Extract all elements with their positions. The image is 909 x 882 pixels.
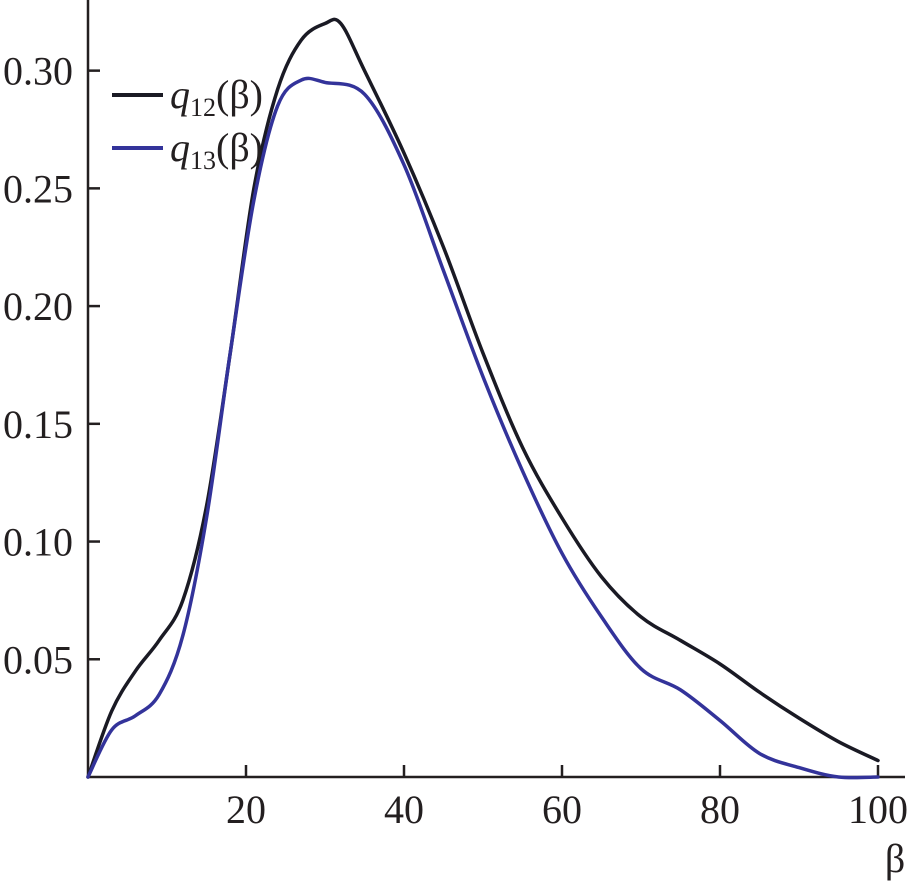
y-tick-label: 0.10 <box>3 520 73 565</box>
y-tick-label: 0.30 <box>3 49 73 94</box>
x-tick-label: 80 <box>700 787 740 832</box>
y-axis-ticks: 0.05 0.10 0.15 0.20 0.25 0.30 <box>3 49 100 682</box>
axes <box>86 0 905 779</box>
y-tick-label: 0.15 <box>3 402 73 447</box>
x-tick-label: 20 <box>226 787 266 832</box>
y-tick-label: 0.05 <box>3 637 73 682</box>
x-axis-ticks: 20 40 60 80 100 <box>226 765 908 832</box>
x-tick-label: 40 <box>384 787 424 832</box>
x-tick-label: 60 <box>542 787 582 832</box>
legend-label: q12(β) <box>170 72 263 122</box>
series-line-q12 <box>86 17 880 779</box>
x-axis-label: β <box>885 836 905 881</box>
series-layer <box>86 17 880 780</box>
legend: q12(β)q13(β) <box>112 72 263 175</box>
legend-label: q13(β) <box>170 125 263 175</box>
series-line-q13 <box>86 76 880 780</box>
y-tick-label: 0.20 <box>3 284 73 329</box>
y-tick-label: 0.25 <box>3 166 73 211</box>
x-tick-label: 100 <box>848 787 908 832</box>
